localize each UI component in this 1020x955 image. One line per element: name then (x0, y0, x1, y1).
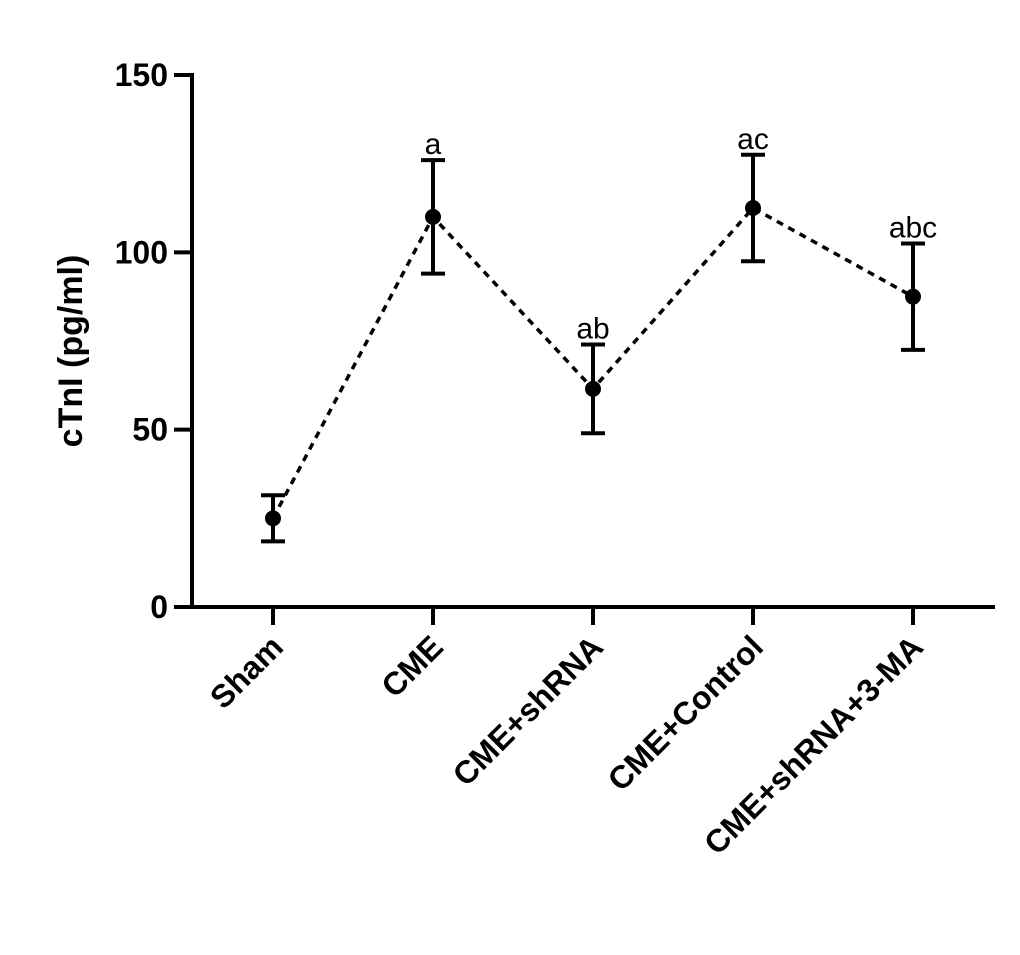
category-label: CME+Control (601, 628, 770, 797)
data-point (425, 208, 441, 225)
y-tick-label: 0 (150, 589, 168, 625)
category-label: CME (374, 628, 450, 704)
y-tick-label: 50 (132, 412, 168, 448)
data-point (745, 200, 761, 216)
y-axis-ticks: 0 50 100 150 (115, 57, 192, 625)
significance-label: ac (737, 123, 769, 156)
x-axis-ticks (271, 607, 915, 625)
significance-label: a (425, 128, 442, 161)
category-label: CME+shRNA (446, 628, 610, 792)
y-tick-label: 100 (115, 234, 168, 270)
significance-labels: a ab ac abc (425, 123, 938, 346)
data-point (585, 380, 601, 397)
category-labels: Sham CMECME+shRNACME+ControlCME+shRNA+3-M… (203, 628, 930, 861)
significance-label: abc (889, 211, 937, 244)
y-axis-label: cTnI (pg/ml) (52, 255, 90, 448)
significance-label: ab (576, 313, 609, 346)
error-bars (261, 152, 925, 544)
data-point (905, 288, 921, 305)
category-label: Sham (203, 628, 290, 715)
y-tick-label: 150 (115, 57, 168, 93)
data-point (265, 510, 281, 527)
data-points (265, 200, 921, 527)
